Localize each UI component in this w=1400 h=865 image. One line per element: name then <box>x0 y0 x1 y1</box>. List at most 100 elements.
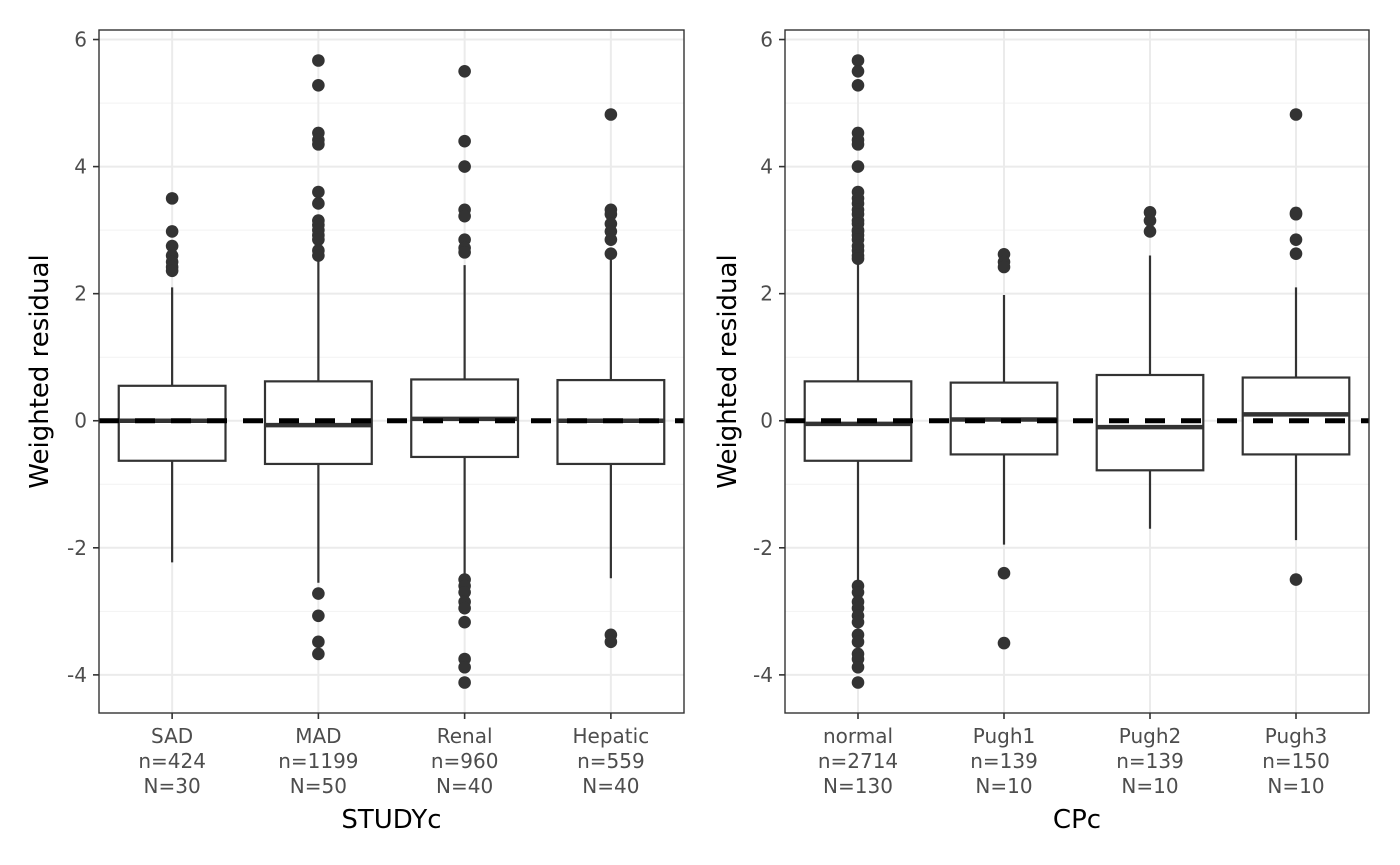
outlier-point <box>312 185 325 199</box>
y-axis-title: Weighted residual <box>25 254 55 488</box>
panel-border <box>784 29 1370 714</box>
outlier-point <box>165 225 179 238</box>
x-tick-label: N=30 <box>144 774 201 798</box>
x-tick-label: N=130 <box>823 774 893 798</box>
y-tick-label: 0 <box>760 409 773 433</box>
y-tick-label: 4 <box>74 155 87 179</box>
outlier-point <box>851 615 865 629</box>
x-tick-label: MAD <box>295 724 341 748</box>
x-tick-label: Renal <box>437 724 493 748</box>
outlier-point <box>604 207 618 221</box>
outlier-point <box>1289 247 1303 260</box>
outlier-point <box>1289 233 1303 246</box>
y-tick-label: -4 <box>67 663 87 687</box>
panel-1: -4-20246SADn=424N=30MADn=1199N=50Renaln=… <box>25 28 685 835</box>
x-tick-label: n=150 <box>1262 749 1330 773</box>
outlier-point <box>851 78 865 92</box>
outlier-point <box>604 233 618 246</box>
x-tick-label: N=10 <box>1267 774 1324 798</box>
outlier-point <box>1143 214 1157 227</box>
outlier-point <box>1289 207 1303 221</box>
outlier-point <box>312 249 325 262</box>
outlier-point <box>851 635 865 649</box>
y-tick-label: -2 <box>67 536 87 560</box>
x-axis-title: STUDYc <box>341 805 441 835</box>
x-tick-label: n=960 <box>431 749 499 773</box>
outlier-point <box>458 160 471 173</box>
iqr-box <box>117 384 227 462</box>
y-tick-label: -4 <box>753 663 773 687</box>
outlier-point <box>604 108 618 121</box>
outlier-point <box>1289 573 1303 586</box>
x-tick-label: SAD <box>151 724 193 748</box>
outlier-point <box>458 134 471 148</box>
x-tick-label: N=50 <box>290 774 347 798</box>
outlier-point <box>997 566 1011 580</box>
x-tick-label: n=139 <box>1116 749 1184 773</box>
outlier-point <box>851 54 865 67</box>
outlier-point <box>312 233 325 246</box>
y-tick-label: 0 <box>74 409 87 433</box>
outlier-point <box>165 239 179 253</box>
panel-2: -4-20246normaln=2714N=130Pugh1n=139N=10P… <box>713 28 1370 835</box>
outlier-point <box>312 78 325 92</box>
outlier-point <box>312 138 325 151</box>
y-tick-label: 2 <box>760 282 773 306</box>
outlier-point <box>997 636 1011 650</box>
outlier-point <box>165 192 179 205</box>
panel-border <box>98 29 685 714</box>
outlier-point <box>851 585 865 599</box>
x-tick-label: Hepatic <box>573 724 650 748</box>
x-tick-label: Pugh3 <box>1265 724 1327 748</box>
outlier-point <box>458 660 471 674</box>
outlier-point <box>851 64 865 78</box>
outlier-point <box>165 264 179 278</box>
y-tick-label: 4 <box>760 155 773 179</box>
outlier-point <box>1289 108 1303 121</box>
x-tick-label: n=139 <box>970 749 1038 773</box>
boxplot-pugh3 <box>1241 108 1351 586</box>
y-tick-label: 2 <box>74 282 87 306</box>
y-tick-label: -2 <box>753 536 773 560</box>
boxplot-renal <box>410 64 520 689</box>
x-tick-label: n=559 <box>577 749 645 773</box>
outlier-point <box>458 585 471 599</box>
outlier-point <box>1143 225 1157 238</box>
outlier-point <box>851 252 865 266</box>
x-tick-label: Pugh2 <box>1119 724 1181 748</box>
outlier-point <box>851 676 865 689</box>
x-tick-label: normal <box>823 724 893 748</box>
x-tick-label: n=1199 <box>278 749 358 773</box>
outlier-point <box>312 587 325 600</box>
outlier-point <box>312 635 325 649</box>
x-tick-label: N=10 <box>1121 774 1178 798</box>
outlier-point <box>604 247 618 260</box>
outlier-point <box>458 64 471 78</box>
outlier-point <box>604 635 618 649</box>
x-tick-label: N=40 <box>582 774 639 798</box>
outlier-point <box>312 647 325 661</box>
outlier-point <box>458 209 471 223</box>
x-tick-label: n=424 <box>138 749 206 773</box>
plot-background <box>785 30 1369 713</box>
y-tick-label: 6 <box>760 28 773 52</box>
x-tick-label: Pugh1 <box>973 724 1035 748</box>
y-tick-label: 6 <box>74 28 87 52</box>
outlier-point <box>458 615 471 629</box>
outlier-point <box>458 676 471 689</box>
x-tick-label: N=40 <box>436 774 493 798</box>
outlier-point <box>851 160 865 173</box>
outlier-point <box>312 197 325 210</box>
outlier-point <box>997 260 1011 274</box>
x-tick-label: n=2714 <box>818 749 898 773</box>
outlier-point <box>312 609 325 623</box>
x-axis-title: CPc <box>1053 805 1101 835</box>
x-tick-label: N=10 <box>975 774 1032 798</box>
y-axis-title: Weighted residual <box>713 254 743 488</box>
plot-background <box>99 30 684 713</box>
outlier-point <box>851 660 865 674</box>
outlier-point <box>851 138 865 151</box>
outlier-point <box>458 246 471 259</box>
outlier-point <box>312 54 325 67</box>
